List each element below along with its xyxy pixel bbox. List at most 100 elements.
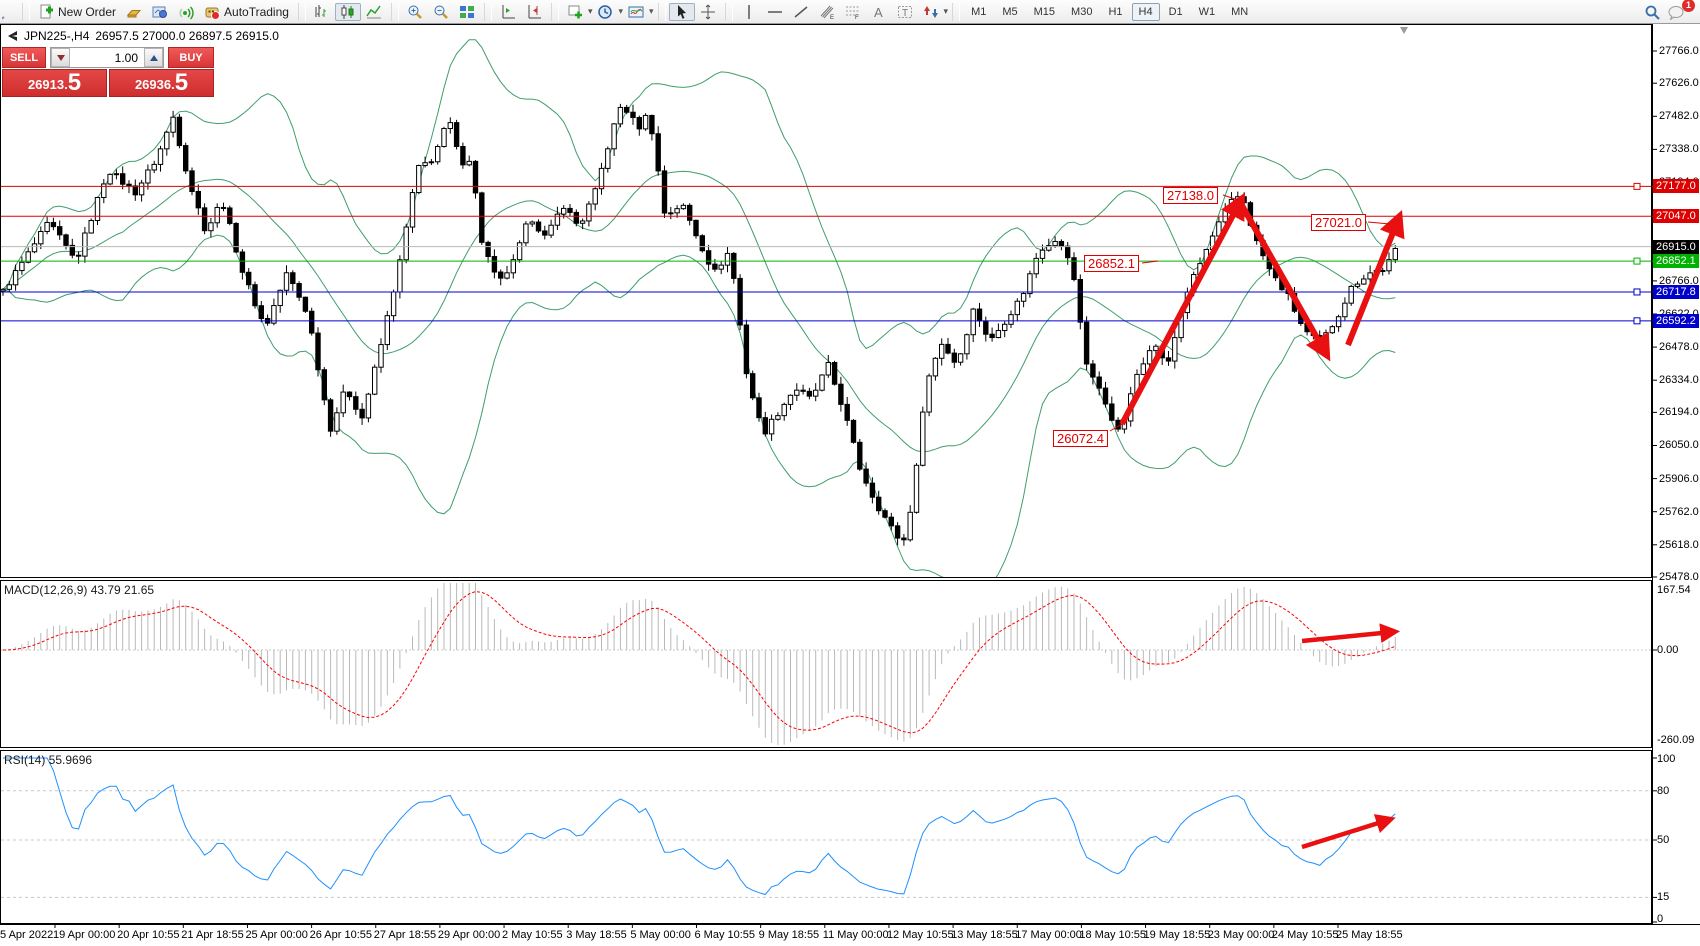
candle-body[interactable] <box>466 160 472 166</box>
candle-body[interactable] <box>1090 363 1096 378</box>
candle-body[interactable] <box>1 288 6 292</box>
candle-body[interactable] <box>491 255 498 273</box>
candle-body[interactable] <box>271 305 277 324</box>
candle-body[interactable] <box>787 394 794 405</box>
candle-body[interactable] <box>372 366 378 395</box>
candle-body[interactable] <box>340 391 346 414</box>
buy-price-quote[interactable]: 26936. 5 <box>109 69 214 97</box>
candle-body[interactable] <box>1077 278 1083 323</box>
candle-body[interactable] <box>863 468 869 484</box>
candle-body[interactable] <box>38 230 44 245</box>
timeframe-M5[interactable]: M5 <box>1002 5 1018 18</box>
candle-body[interactable] <box>768 418 775 435</box>
candle-body[interactable] <box>453 122 460 148</box>
candle-body[interactable] <box>321 369 328 401</box>
candle-body[interactable] <box>523 223 529 244</box>
candle-body[interactable] <box>151 163 157 171</box>
candle-body[interactable] <box>932 357 939 377</box>
candle-body[interactable] <box>447 122 454 130</box>
zoom-out-icon[interactable] <box>428 3 454 21</box>
candle-body[interactable] <box>995 330 1002 339</box>
timeframe-H4[interactable]: H4 <box>1131 2 1160 21</box>
candle-body[interactable] <box>535 221 542 232</box>
candle-body[interactable] <box>794 389 800 396</box>
candle-body[interactable] <box>1052 240 1058 247</box>
candle-body[interactable] <box>1335 316 1342 328</box>
candle-body[interactable] <box>258 305 265 320</box>
horizontal-line-tool-icon[interactable] <box>762 3 788 21</box>
candle-body[interactable] <box>485 241 491 257</box>
candle-body[interactable] <box>1146 350 1153 365</box>
timeframe-M15[interactable]: M15 <box>1033 5 1056 18</box>
chevron-down-icon[interactable]: ▾ <box>587 6 593 16</box>
arrows-tool-icon[interactable] <box>918 3 944 21</box>
candle-body[interactable] <box>390 291 397 317</box>
candle-body[interactable] <box>201 207 208 232</box>
candle-body[interactable] <box>353 396 359 410</box>
autotrading-button[interactable]: AutoTrading <box>199 1 294 23</box>
candle-body[interactable] <box>403 226 409 261</box>
volume-input[interactable]: 1.00 <box>114 50 138 65</box>
candle-body[interactable] <box>50 221 57 228</box>
candle-body[interactable] <box>844 403 850 421</box>
candle-body[interactable] <box>170 116 176 133</box>
candle-body[interactable] <box>781 403 787 417</box>
timeframe-W1[interactable]: W1 <box>1198 5 1216 18</box>
candle-body[interactable] <box>1033 257 1039 275</box>
trend-arrow[interactable] <box>1237 200 1331 362</box>
candle-body[interactable] <box>957 353 964 363</box>
candle-body[interactable] <box>138 182 145 196</box>
candle-body[interactable] <box>743 324 750 375</box>
candle-body[interactable] <box>1329 326 1335 334</box>
volume-increase-button[interactable] <box>144 48 163 67</box>
candle-body[interactable] <box>636 117 642 130</box>
candle-body[interactable] <box>25 251 31 263</box>
candle-body[interactable] <box>586 203 592 222</box>
new-chart-icon[interactable] <box>562 3 588 21</box>
candle-body[interactable] <box>554 213 561 226</box>
candle-body[interactable] <box>1342 302 1348 318</box>
candle-body[interactable] <box>164 131 170 150</box>
candle-body[interactable] <box>359 408 365 419</box>
channel-tool-icon[interactable]: E <box>814 3 840 21</box>
candle-body[interactable] <box>428 161 435 164</box>
candle-body[interactable] <box>6 284 12 290</box>
candle-body[interactable] <box>94 197 101 222</box>
candle-body[interactable] <box>567 207 573 213</box>
candle-body[interactable] <box>573 211 579 224</box>
trendline-tool-icon[interactable] <box>788 3 814 21</box>
level-line-handle[interactable] <box>1633 182 1641 190</box>
chart-shift-icon[interactable] <box>521 3 547 21</box>
history-center-icon[interactable] <box>152 4 168 20</box>
candle-body[interactable] <box>416 165 422 194</box>
candle-body[interactable] <box>888 516 894 527</box>
candle-body[interactable] <box>409 192 416 228</box>
candle-body[interactable] <box>63 234 69 246</box>
candle-body[interactable] <box>1058 240 1065 247</box>
candle-body[interactable] <box>655 133 661 172</box>
candle-body[interactable] <box>1165 357 1172 362</box>
candle-body[interactable] <box>775 415 781 420</box>
chevron-down-icon[interactable]: ▾ <box>943 6 949 16</box>
candle-body[interactable] <box>529 221 535 225</box>
candle-body[interactable] <box>233 222 239 253</box>
auto-scroll-icon[interactable] <box>495 3 521 21</box>
candle-body[interactable] <box>642 114 649 130</box>
trend-arrow[interactable] <box>1301 814 1396 850</box>
candle-body[interactable] <box>687 204 693 221</box>
candle-body[interactable] <box>1323 332 1329 343</box>
candle-body[interactable] <box>1109 403 1115 421</box>
candle-body[interactable] <box>712 263 718 270</box>
candle-body[interactable] <box>252 284 258 307</box>
search-icon[interactable] <box>1644 4 1660 20</box>
candle-body[interactable] <box>674 208 680 214</box>
candle-body[interactable] <box>183 145 189 172</box>
gold-bar-icon[interactable] <box>126 4 142 20</box>
candle-body[interactable] <box>44 221 50 232</box>
candle-body[interactable] <box>724 252 731 266</box>
candle-body[interactable] <box>882 510 888 518</box>
vertical-line-tool-icon[interactable] <box>736 3 762 21</box>
candle-body[interactable] <box>951 352 957 363</box>
candle-body[interactable] <box>561 207 567 215</box>
